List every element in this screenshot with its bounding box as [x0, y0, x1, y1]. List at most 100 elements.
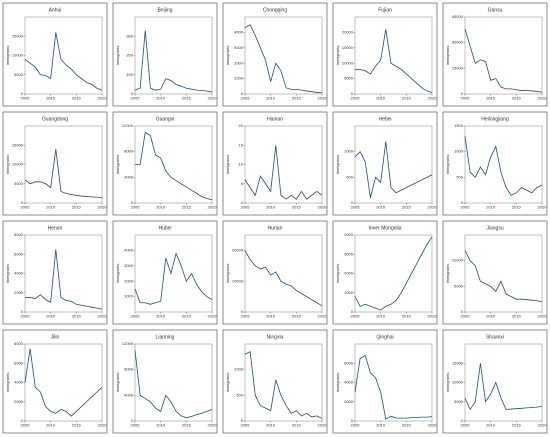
panel: Qinghai 0 2000 4000 6000 2005 2010 2015 2020 Immi… — [332, 329, 438, 434]
panel-title: Ningxia — [267, 334, 284, 340]
x-tick-label: 2015 — [182, 423, 192, 428]
x-tick-label: 2010 — [266, 314, 276, 319]
x-tick-label: 2005 — [351, 96, 361, 101]
x-tick-label: 2020 — [538, 314, 548, 319]
x-tick-label: 2005 — [461, 205, 471, 210]
y-tick-label: 10000 — [12, 53, 24, 58]
y-tick-label: 0 — [351, 418, 354, 423]
x-tick-label: 2015 — [72, 314, 82, 319]
x-tick-label: 2010 — [156, 96, 166, 101]
y-tick-label: 0 — [241, 91, 244, 96]
y-tick-label: 1000 — [344, 290, 354, 295]
y-tick-label: 10000 — [452, 380, 464, 385]
data-line — [24, 348, 103, 417]
y-tick-label: 5000 — [344, 76, 354, 81]
x-tick-label: 2020 — [538, 423, 548, 428]
data-line — [134, 350, 213, 419]
plot-area — [464, 16, 543, 95]
panel: Hubei 1000 2000 3000 4000 2005 2010 2015 2020 Imm… — [112, 220, 218, 325]
x-tick-label: 2010 — [486, 205, 496, 210]
x-tick-label: 2010 — [46, 96, 56, 101]
y-tick-label: 0 — [21, 200, 24, 205]
y-axis-label: Immigrants — [445, 264, 450, 284]
plot-area — [134, 125, 213, 204]
y-tick-label: 0 — [131, 200, 134, 205]
x-tick-label: 2020 — [208, 314, 218, 319]
y-tick-label: 3000 — [234, 45, 244, 50]
panel: Guangdong 0 5000 10000 15000 2005 2010 2015 2020… — [2, 111, 108, 216]
y-tick-label: 0 — [21, 418, 24, 423]
panel-title: Shaanxi — [486, 334, 504, 340]
x-tick-label: 2015 — [182, 314, 192, 319]
data-line — [464, 136, 543, 196]
y-tick-label: 2000 — [124, 278, 134, 283]
panel: Beijing 0 100 200 300 2005 2010 2015 2020 Immigra… — [112, 2, 218, 107]
y-axis-label: Immigrants — [225, 155, 230, 175]
x-tick-label: 2005 — [131, 205, 141, 210]
y-tick-label: 2000 — [14, 290, 24, 295]
y-tick-label: 15000 — [342, 45, 354, 50]
panel: Jiangsu 0 5000 10000 2005 2010 2015 2020 Immigra… — [442, 220, 548, 325]
y-axis-label: Immigrants — [225, 373, 230, 393]
panel-title: Hubei — [158, 225, 171, 231]
y-tick-label: 4000 — [124, 174, 134, 179]
data-line — [464, 363, 543, 411]
panel: Anhui 0 5000 10000 15000 2005 2010 2015 2020 Immi… — [2, 2, 108, 107]
panel-title: Inner Mongolia — [368, 225, 401, 231]
plot-area — [24, 125, 103, 204]
y-tick-label: 3000 — [124, 263, 134, 268]
x-tick-label: 2010 — [46, 423, 56, 428]
plot-area — [134, 234, 213, 313]
y-tick-label: 5000 — [14, 72, 24, 77]
x-tick-label: 2010 — [486, 96, 496, 101]
panel-title: Jiangsu — [486, 225, 503, 231]
data-line — [464, 28, 543, 93]
y-tick-label: 5000 — [454, 399, 464, 404]
y-tick-label: 0 — [461, 200, 464, 205]
x-tick-label: 2015 — [402, 423, 412, 428]
x-tick-label: 2020 — [98, 205, 108, 210]
y-tick-label: 30000 — [452, 40, 464, 45]
x-tick-label: 2005 — [131, 423, 141, 428]
x-tick-label: 2015 — [402, 96, 412, 101]
x-tick-label: 2015 — [292, 423, 302, 428]
x-tick-label: 2020 — [208, 423, 218, 428]
y-axis-label: Immigrants — [115, 155, 120, 175]
x-tick-label: 2020 — [428, 423, 438, 428]
x-tick-label: 2005 — [351, 205, 361, 210]
data-line — [134, 252, 213, 305]
x-tick-label: 2005 — [461, 423, 471, 428]
plot-area — [354, 125, 433, 204]
x-tick-label: 2015 — [402, 314, 412, 319]
x-tick-label: 2015 — [72, 96, 82, 101]
data-line — [355, 29, 433, 93]
x-tick-label: 2020 — [428, 205, 438, 210]
x-tick-label: 2015 — [512, 314, 522, 319]
data-line — [354, 141, 433, 198]
y-axis-label: Immigrants — [5, 373, 10, 393]
y-tick-label: 3000 — [344, 251, 354, 256]
x-tick-label: 2010 — [266, 423, 276, 428]
x-tick-label: 2020 — [428, 314, 438, 319]
y-tick-label: 45000 — [452, 14, 464, 19]
y-tick-label: 20 — [239, 123, 244, 128]
panel: Shaanxi 0 5000 10000 15000 2005 2010 2015 2020 Im… — [442, 329, 548, 434]
x-tick-label: 2015 — [72, 423, 82, 428]
x-tick-label: 2015 — [72, 205, 82, 210]
panel: Chongqing 0 1000 2000 3000 4000 2005 2010 2015 20… — [222, 2, 328, 107]
x-tick-label: 2010 — [156, 314, 166, 319]
x-tick-label: 2010 — [486, 314, 496, 319]
y-tick-label: 10000 — [12, 162, 24, 167]
y-tick-label: 10000 — [452, 258, 464, 263]
plot-area — [244, 234, 323, 313]
x-tick-label: 2010 — [376, 96, 386, 101]
panel: Ningxia 0 500 1000 2005 2010 2015 2020 Immigrant… — [222, 329, 328, 434]
y-tick-label: 1500 — [454, 123, 464, 128]
y-tick-label: 500 — [456, 174, 463, 179]
x-tick-label: 2020 — [208, 96, 218, 101]
y-tick-label: 8000 — [124, 367, 134, 372]
x-tick-label: 2005 — [21, 205, 31, 210]
x-tick-label: 2020 — [538, 96, 548, 101]
x-tick-label: 2005 — [21, 314, 31, 319]
